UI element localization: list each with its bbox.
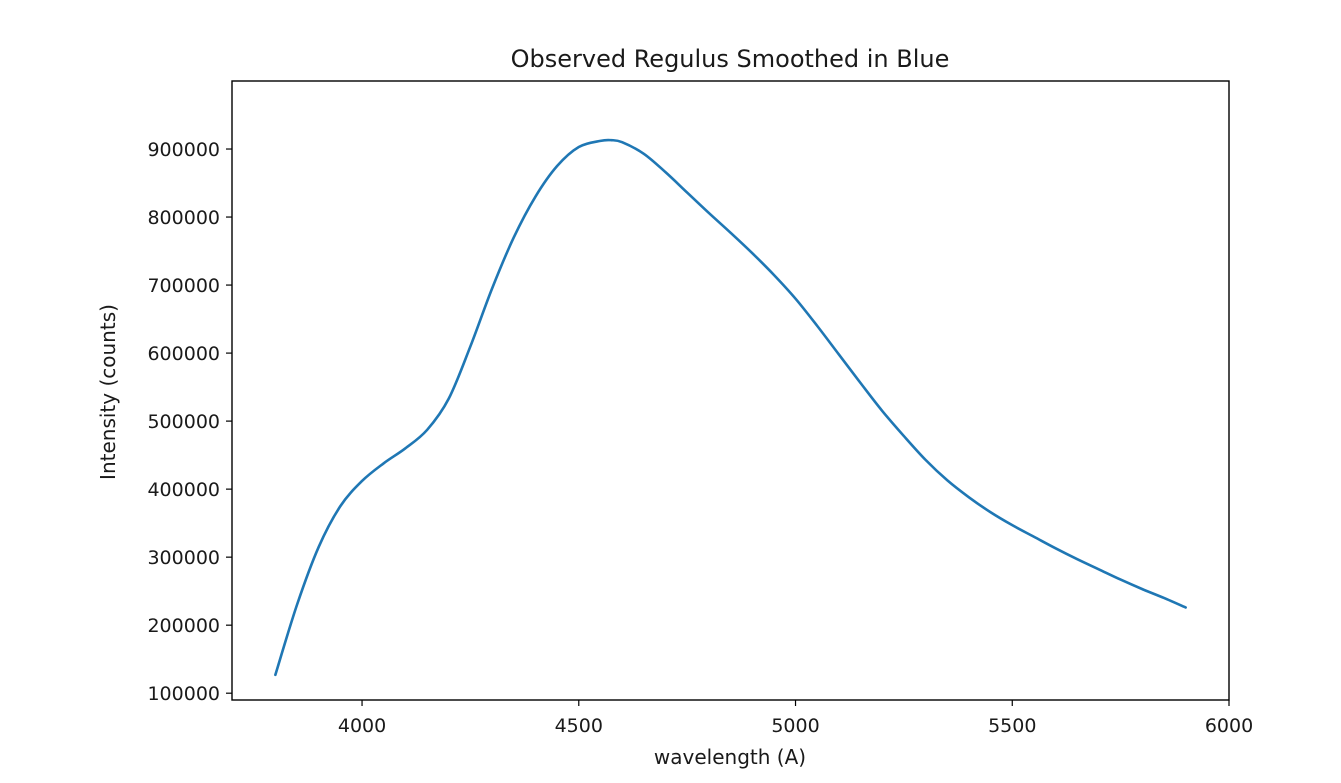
chart-title: Observed Regulus Smoothed in Blue — [511, 45, 950, 73]
x-tick-label: 5000 — [771, 715, 819, 737]
y-axis: 100000 200000 300000 400000 500000 600000 7000… — [147, 139, 232, 705]
y-tick-label: 700000 — [147, 275, 220, 297]
y-tick-label: 600000 — [147, 343, 220, 365]
y-tick-label: 200000 — [147, 615, 220, 637]
x-tick-label: 4500 — [555, 715, 603, 737]
series-line — [274, 138, 1187, 677]
plot-area — [274, 138, 1187, 677]
x-tick-label: 4000 — [338, 715, 386, 737]
y-tick-label: 800000 — [147, 207, 220, 229]
y-tick-label: 900000 — [147, 139, 220, 161]
x-axis: 4000 4500 5000 5500 6000 — [338, 700, 1253, 737]
y-tick-label: 100000 — [147, 683, 220, 705]
y-tick-label: 300000 — [147, 547, 220, 569]
x-tick-label: 6000 — [1205, 715, 1253, 737]
plot-frame — [231, 80, 1230, 701]
y-tick-label: 500000 — [147, 411, 220, 433]
y-axis-label: Intensity (counts) — [96, 304, 120, 480]
y-tick-label: 400000 — [147, 479, 220, 501]
x-tick-label: 5500 — [988, 715, 1036, 737]
x-axis-label: wavelength (A) — [654, 745, 806, 769]
